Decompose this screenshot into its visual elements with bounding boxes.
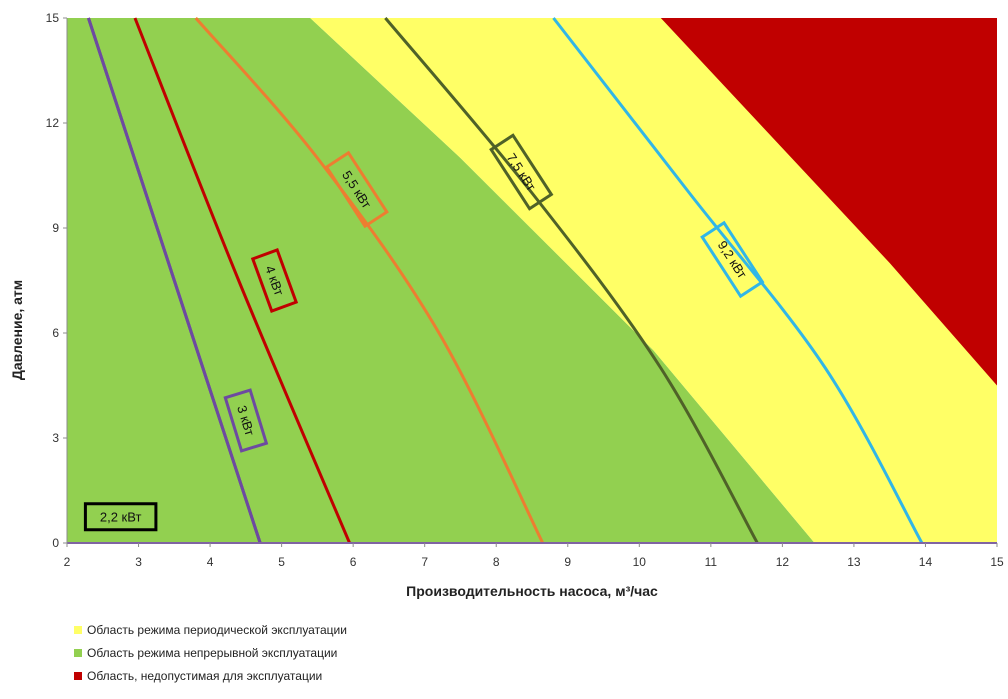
- x-tick-label-3: 5: [278, 555, 285, 569]
- legend-swatch-periodic: [74, 625, 82, 634]
- legend-swatch-continuous: [74, 648, 82, 657]
- annotation-box-4: [489, 133, 554, 211]
- annotation-label-0: 2,2 кВт: [100, 509, 142, 524]
- y-tick-label-4: 12: [46, 116, 60, 130]
- chart-regions: [67, 18, 997, 543]
- legend-item-forbidden: Область, недопустимая для эксплуатации: [74, 664, 347, 687]
- y-tick-label-2: 6: [52, 326, 59, 340]
- x-tick-label-1: 3: [135, 555, 142, 569]
- x-axis-title: Производительность насоса, м³/час: [406, 583, 658, 599]
- y-tick-label-3: 9: [52, 221, 59, 235]
- x-tick-label-6: 8: [493, 555, 500, 569]
- annotation-box-1: [223, 388, 269, 453]
- y-axis-title: Давление, атм: [9, 280, 25, 380]
- x-tick-label-5: 7: [421, 555, 428, 569]
- x-tick-label-9: 11: [705, 555, 718, 569]
- legend-item-periodic: Область режима периодической эксплуатаци…: [74, 618, 347, 641]
- series-line-4: [384, 17, 759, 544]
- x-tick-label-2: 4: [207, 555, 214, 569]
- x-tick-label-0: 2: [64, 555, 71, 569]
- y-tick-label-1: 3: [52, 431, 59, 445]
- annotation-box-2: [250, 248, 299, 313]
- x-tick-label-8: 10: [633, 555, 647, 569]
- legend-label-forbidden: Область, недопустимая для эксплуатации: [87, 668, 323, 683]
- x-tick-label-13: 15: [990, 555, 1004, 569]
- x-tick-label-12: 14: [919, 555, 933, 569]
- legend-item-continuous: Область режима непрерывной эксплуатации: [74, 641, 347, 664]
- legend-swatch-forbidden: [74, 671, 82, 680]
- y-tick-label-0: 0: [52, 536, 59, 550]
- x-tick-label-7: 9: [564, 555, 571, 569]
- region-0: [67, 18, 815, 543]
- region-2: [660, 18, 997, 386]
- chart-axes: 2 3 4 5 6 7 8 9 10 11 12 13 14 15 0 3 6 9 12 15: [46, 11, 1004, 569]
- series-line-3: [194, 17, 545, 544]
- annotation-0: 2,2 кВт: [83, 502, 158, 532]
- x-tick-label-11: 13: [847, 555, 861, 569]
- annotation-box-3: [324, 150, 389, 229]
- x-tick-label-4: 6: [350, 555, 357, 569]
- legend-label-periodic: Область режима периодической эксплуатаци…: [87, 622, 347, 637]
- series-line-1: [87, 17, 262, 544]
- annotation-box-5: [700, 220, 765, 299]
- x-tick-label-10: 12: [776, 555, 790, 569]
- annotation-box-0: [83, 502, 158, 532]
- legend: Область режима периодической эксплуатаци…: [74, 618, 347, 687]
- series-line-2: [133, 17, 351, 544]
- legend-label-continuous: Область режима непрерывной эксплуатации: [87, 645, 338, 660]
- y-tick-label-5: 15: [46, 11, 60, 25]
